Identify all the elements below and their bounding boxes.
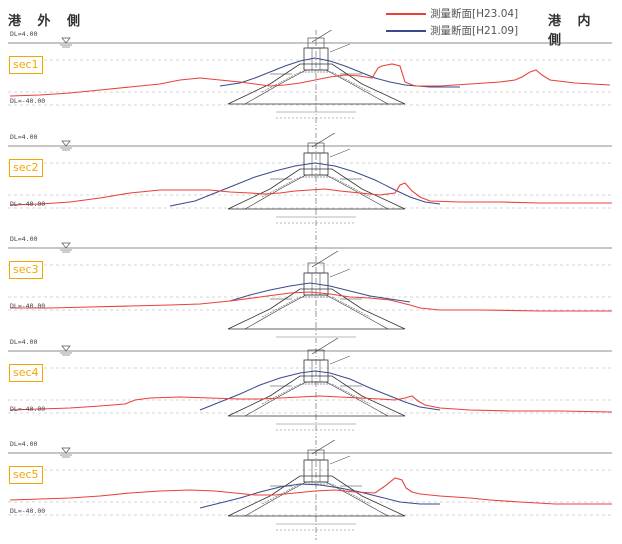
cross-section-2: DL=4.00 DL=-40.00 sec2 bbox=[0, 133, 622, 237]
breakwater-outline bbox=[227, 168, 406, 210]
bottom-level-label: DL=-40.00 bbox=[10, 200, 46, 208]
breakwater-outline bbox=[227, 375, 406, 417]
breakwater-inner-layer bbox=[244, 174, 389, 210]
section-diagram bbox=[8, 133, 612, 233]
breakwater-outline bbox=[227, 288, 406, 330]
section-diagram bbox=[8, 235, 612, 338]
cross-section-3: DL=4.00 DL=-40.00 sec3 bbox=[0, 235, 622, 339]
top-level-label: DL=4.00 bbox=[10, 133, 38, 141]
top-level-label: DL=4.00 bbox=[10, 30, 38, 38]
bottom-level-label: DL=-40.00 bbox=[10, 405, 46, 413]
leader-line bbox=[311, 133, 336, 148]
leader-line bbox=[311, 30, 333, 43]
top-level-label: DL=4.00 bbox=[10, 235, 38, 243]
water-level-icon bbox=[61, 447, 71, 454]
parapet bbox=[307, 37, 325, 49]
breakwater-inner-layer bbox=[244, 294, 389, 330]
breakwater-outline bbox=[227, 475, 406, 517]
section-diagram bbox=[8, 440, 612, 540]
section-diagram bbox=[8, 338, 613, 438]
survey-profile-h21 bbox=[199, 483, 440, 509]
survey-profile-h23 bbox=[9, 477, 612, 505]
cross-section-5: DL=4.00 DL=-40.00 sec5 bbox=[0, 440, 622, 544]
survey-profile-h21 bbox=[219, 57, 460, 88]
armor-layer bbox=[261, 383, 371, 405]
armor-layer bbox=[261, 296, 371, 318]
section-label: sec1 bbox=[9, 56, 43, 74]
top-level-label: DL=4.00 bbox=[10, 338, 38, 346]
section-label: sec3 bbox=[9, 261, 43, 279]
legend-swatch-h23 bbox=[386, 13, 426, 15]
survey-profile-h21 bbox=[199, 370, 441, 411]
survey-profile-h21 bbox=[229, 282, 411, 303]
top-level-label: DL=4.00 bbox=[10, 440, 38, 448]
leader-line bbox=[329, 455, 351, 465]
section-diagram bbox=[8, 30, 612, 130]
legend-label-h21: 測量断面[H21.09] bbox=[430, 25, 519, 37]
parapet bbox=[307, 349, 325, 361]
section-label: sec2 bbox=[9, 159, 43, 177]
leader-line bbox=[329, 148, 351, 158]
section-label: sec5 bbox=[9, 466, 43, 484]
survey-profile-h23 bbox=[10, 291, 612, 312]
breakwater-outline bbox=[227, 63, 406, 105]
legend-label-h23: 測量断面[H23.04] bbox=[430, 8, 519, 20]
survey-profile-h23 bbox=[9, 63, 611, 97]
section-label: sec4 bbox=[9, 364, 43, 382]
armor-layer bbox=[261, 71, 371, 93]
bottom-level-label: DL=-40.00 bbox=[10, 507, 46, 515]
armor-layer bbox=[261, 176, 371, 198]
survey-profile-h21 bbox=[169, 162, 441, 207]
water-level-icon bbox=[61, 37, 71, 44]
outer-harbor-label: 港 外 側 bbox=[8, 14, 87, 29]
water-level-icon bbox=[61, 242, 71, 249]
leader-line bbox=[311, 440, 336, 455]
survey-profile-h23 bbox=[9, 395, 613, 413]
water-level-icon bbox=[61, 140, 71, 147]
survey-profile-h23 bbox=[9, 182, 612, 206]
bottom-level-label: DL=-40.00 bbox=[10, 302, 46, 310]
legend-swatch-h21 bbox=[386, 30, 426, 32]
leader-line bbox=[311, 250, 339, 268]
bottom-level-label: DL=-40.00 bbox=[10, 97, 46, 105]
cross-section-4: DL=4.00 DL=-40.00 sec4 bbox=[0, 338, 622, 442]
parapet bbox=[307, 262, 325, 274]
parapet bbox=[307, 142, 325, 154]
breakwater-inner-layer bbox=[244, 481, 389, 517]
leader-line bbox=[329, 268, 351, 278]
leader-line bbox=[329, 43, 351, 53]
leader-line bbox=[329, 355, 351, 365]
parapet bbox=[307, 449, 325, 461]
inner-harbor-label: 港 内 側 bbox=[548, 14, 597, 48]
water-level-icon bbox=[61, 345, 71, 352]
cross-section-1: DL=4.00 DL=-40.00 sec1 bbox=[0, 30, 622, 134]
leader-line bbox=[311, 338, 339, 355]
